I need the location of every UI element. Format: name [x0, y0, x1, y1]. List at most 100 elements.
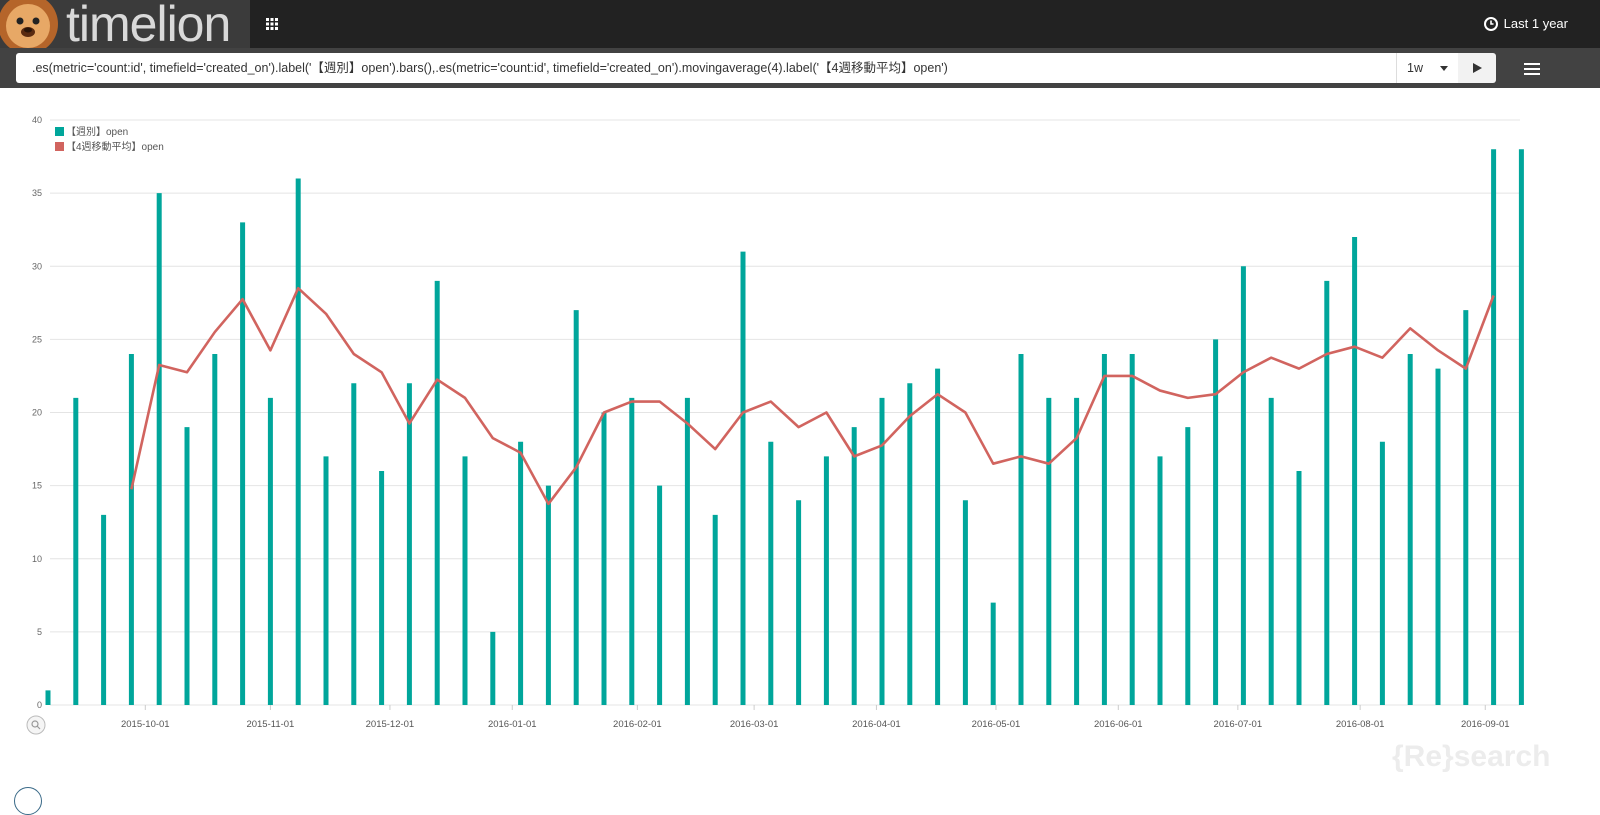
bar	[212, 354, 218, 705]
query-bar: .es(metric='count:id', timefield='create…	[0, 48, 1600, 88]
time-range-label: Last 1 year	[1503, 16, 1568, 31]
interval-value: 1w	[1407, 61, 1423, 75]
x-tick-label: 2016-08-01	[1336, 719, 1385, 730]
y-tick-label: 30	[32, 261, 42, 271]
bar	[935, 368, 941, 705]
bar	[379, 471, 385, 705]
bar	[907, 383, 913, 705]
hamburger-menu-icon[interactable]	[1524, 60, 1540, 76]
bar	[684, 397, 690, 705]
moving-average-line	[130, 286, 1495, 506]
legend-swatch-bars	[55, 127, 64, 136]
x-tick-label: 2016-03-01	[730, 719, 779, 730]
x-tick-label: 2016-05-01	[972, 719, 1021, 730]
y-tick-label: 40	[32, 115, 42, 125]
y-tick-label: 20	[32, 408, 42, 418]
bar	[768, 441, 774, 705]
x-tick-label: 2015-11-01	[246, 719, 294, 730]
zoom-reset-button[interactable]	[26, 715, 46, 735]
legend-label-line[interactable]: 【4週移動平均】open	[66, 140, 164, 153]
bar	[1129, 354, 1135, 705]
bar	[1240, 266, 1246, 705]
x-tick-label: 2015-12-01	[366, 719, 415, 730]
bar-series	[45, 149, 1524, 705]
line-series	[130, 286, 1495, 506]
bar	[1352, 237, 1358, 705]
bar	[601, 412, 607, 705]
bar	[240, 222, 246, 705]
x-tick-label: 2016-07-01	[1214, 719, 1263, 730]
chart-gridlines	[50, 119, 1520, 706]
bar	[128, 354, 134, 705]
bar	[1491, 149, 1497, 705]
bar	[740, 251, 746, 705]
bar	[573, 310, 579, 705]
bar	[1046, 397, 1052, 705]
clock-icon	[1483, 16, 1498, 31]
magnifier-icon	[31, 720, 41, 730]
bar	[323, 456, 329, 705]
bar	[657, 485, 663, 705]
bar	[1407, 354, 1413, 705]
chevron-down-icon	[1440, 66, 1448, 71]
lion-logo-icon	[0, 0, 58, 48]
expression-input[interactable]: .es(metric='count:id', timefield='create…	[16, 53, 1396, 83]
bar	[879, 397, 885, 705]
run-query-button[interactable]	[1458, 53, 1496, 83]
y-axis: 0 5 10 15 20 25 30 35 40	[32, 115, 42, 710]
time-picker-button[interactable]: Last 1 year	[1483, 16, 1568, 31]
bar	[1074, 397, 1080, 705]
app-logo[interactable]: timelion	[0, 0, 250, 48]
bar	[1018, 354, 1024, 705]
x-tick-label: 2016-01-01	[488, 719, 537, 730]
apps-grid-icon[interactable]	[266, 18, 278, 30]
bar	[101, 514, 107, 705]
bar	[351, 383, 357, 705]
bar	[796, 500, 802, 705]
bar	[1101, 354, 1107, 705]
partial-circle-icon	[14, 787, 42, 815]
legend-label-bars[interactable]: 【週別】open	[66, 126, 128, 138]
bar	[1185, 427, 1191, 705]
y-tick-label: 10	[32, 554, 42, 564]
bar	[1268, 397, 1274, 705]
bar	[184, 427, 190, 705]
bar	[823, 456, 829, 705]
bar	[1518, 149, 1524, 705]
chart-legend: 【週別】open 【4週移動平均】open	[55, 126, 164, 153]
bar	[1157, 456, 1163, 705]
bar	[962, 500, 968, 705]
app-name: timelion	[66, 0, 231, 48]
y-tick-label: 5	[37, 627, 42, 637]
bar	[1379, 441, 1385, 705]
bar	[1324, 280, 1330, 705]
bar	[490, 631, 496, 705]
bar	[45, 690, 51, 705]
bar	[1296, 471, 1302, 705]
y-tick-label: 35	[32, 188, 42, 198]
x-tick-label: 2015-10-01	[121, 719, 170, 730]
interval-select[interactable]: 1w	[1396, 53, 1458, 83]
bar	[295, 178, 301, 705]
bar	[545, 485, 551, 705]
y-tick-label: 0	[37, 700, 42, 710]
x-axis: 2015-10-01 2015-11-01 2015-12-01 2016-01-01…	[121, 705, 1510, 730]
bar	[629, 397, 635, 705]
x-tick-label: 2016-06-01	[1094, 719, 1143, 730]
bar	[73, 397, 79, 705]
watermark-text: {Re}search	[1392, 740, 1551, 773]
y-tick-label: 25	[32, 334, 42, 344]
top-navbar: timelion Last 1 year	[0, 0, 1600, 48]
legend-swatch-line	[55, 142, 64, 151]
bar	[406, 383, 412, 705]
x-tick-label: 2016-04-01	[852, 719, 901, 730]
bar	[712, 514, 718, 705]
bar	[1213, 339, 1219, 705]
bar	[1435, 368, 1441, 705]
bar	[990, 602, 996, 705]
bar	[434, 280, 440, 705]
bar	[462, 456, 468, 705]
play-icon	[1473, 63, 1482, 73]
y-tick-label: 15	[32, 481, 42, 491]
